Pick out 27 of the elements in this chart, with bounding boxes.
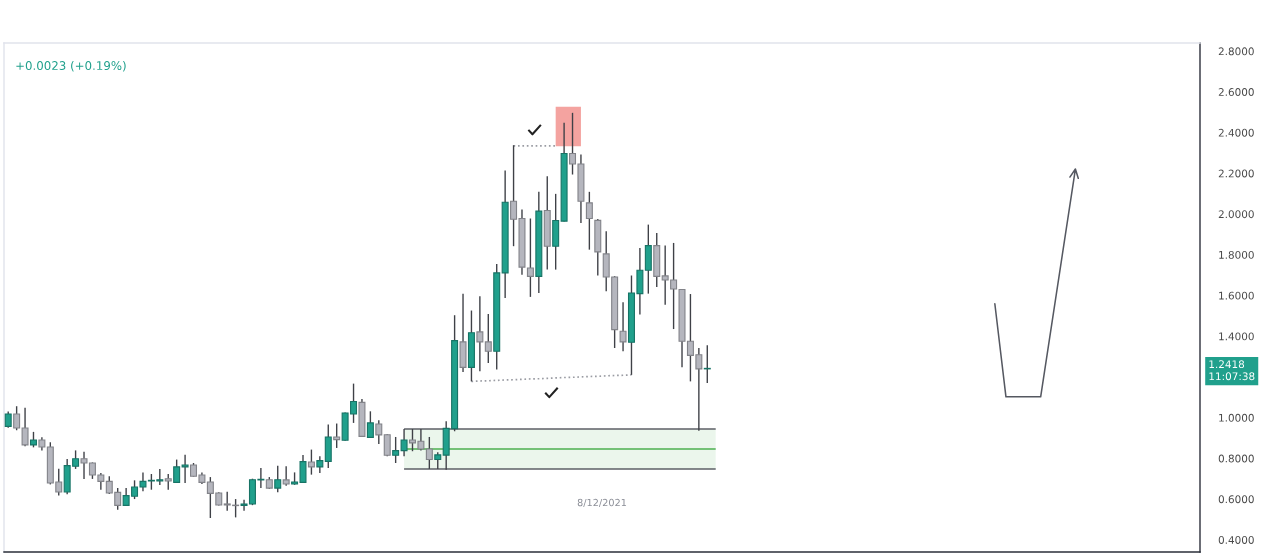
y-tick-label: 2.0000 (1218, 210, 1254, 219)
candlestick (375, 419, 383, 445)
y-tick-label: 2.6000 (1218, 88, 1254, 96)
y-tick-label: 2.2000 (1218, 169, 1254, 178)
candlestick (484, 313, 492, 364)
candlestick (274, 464, 282, 494)
y-tick-label: 1.4000 (1219, 332, 1254, 341)
candlestick (282, 465, 290, 487)
candlestick (333, 422, 341, 449)
text: 1.2418 11:07:38 (1209, 360, 1255, 381)
y-tick-label: 2.8000 (1218, 47, 1254, 56)
y-tick-label: 1.0000 (1219, 413, 1254, 422)
candlestick (585, 191, 593, 251)
annotation: 8/12/2021 (577, 498, 627, 507)
candlestick (307, 448, 315, 476)
y-tick-label: 1.8000 (1219, 250, 1254, 259)
candlestick (476, 295, 484, 372)
candlestick (366, 410, 374, 439)
y-tick-label: 2.4000 (1218, 128, 1254, 137)
y-tick-label: 0.6000 (1218, 495, 1254, 504)
y-tick-label: 1.6000 (1219, 291, 1254, 300)
candlestick (703, 344, 711, 384)
line-series (470, 374, 633, 383)
y-tick-label: 0.8000 (1218, 454, 1254, 463)
y-tick-label: 0.4000 (1218, 536, 1254, 544)
annotation: +0.0023 (+0.19%) (16, 60, 126, 72)
candlestick (619, 301, 627, 352)
